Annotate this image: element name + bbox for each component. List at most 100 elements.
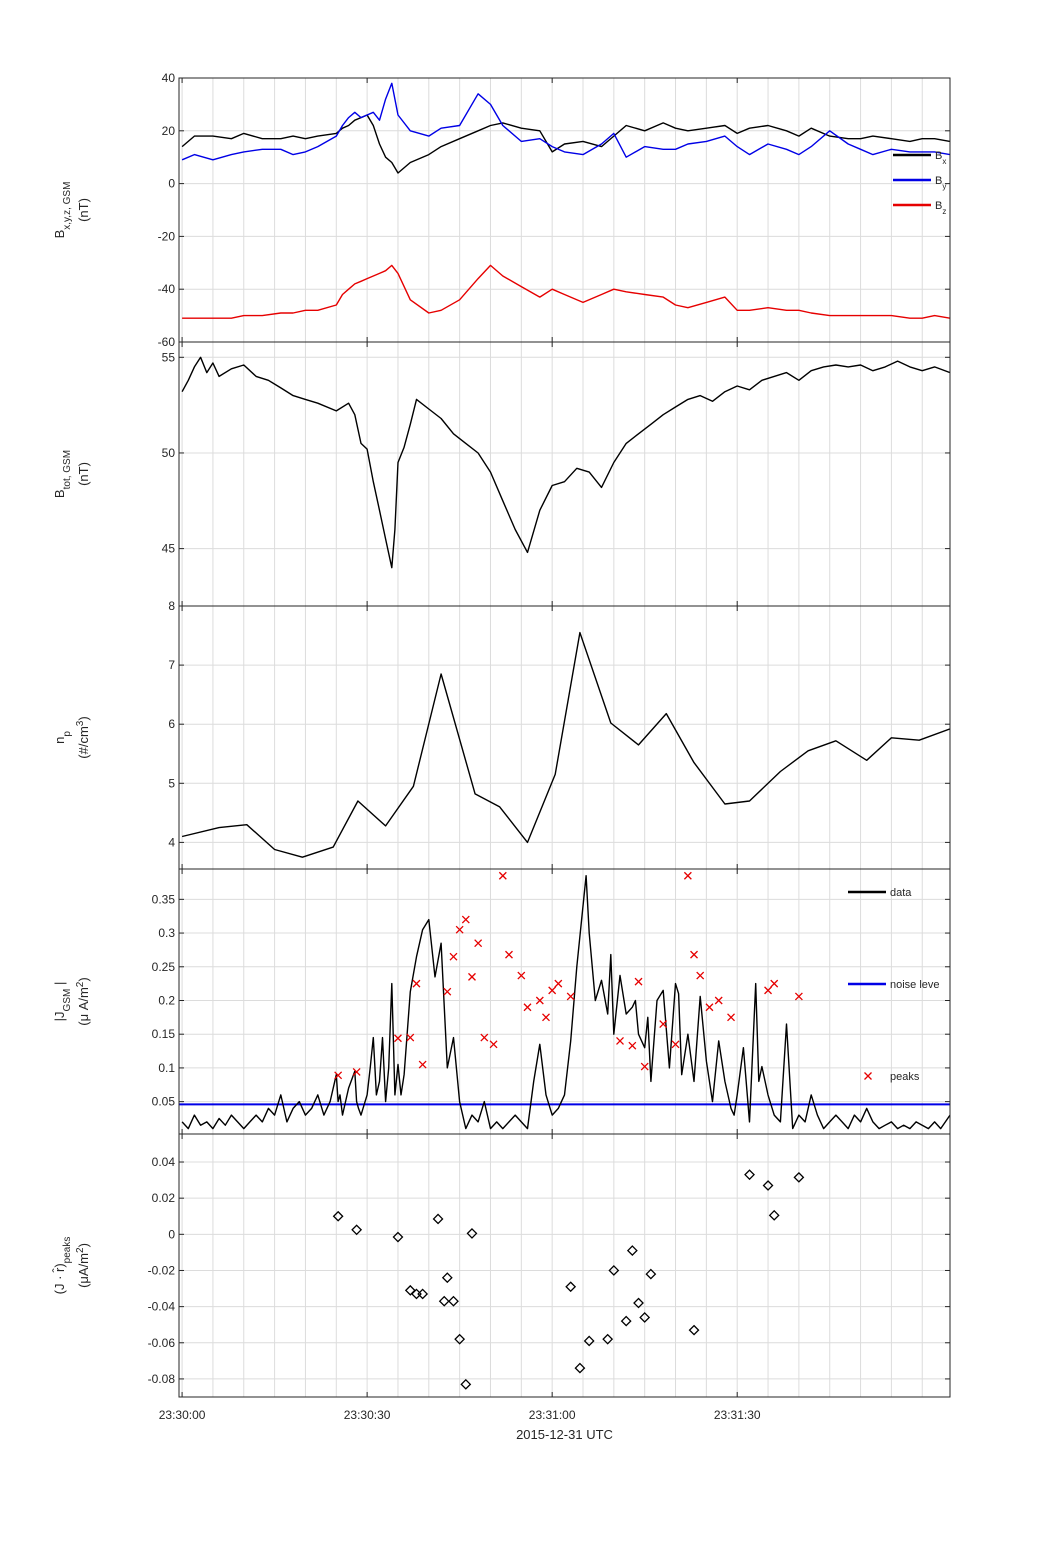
- data-point-marker: [744, 1169, 755, 1181]
- y-axis-label-sub: tot, GSM: [62, 450, 73, 489]
- y-tick-label: 0.02: [152, 1191, 176, 1205]
- peak-marker: [412, 979, 421, 988]
- y-axis-unit-main: (#/cm: [76, 726, 91, 759]
- data-point-marker: [608, 1265, 620, 1276]
- data-point-marker: [404, 1284, 416, 1296]
- legend-label-main: B: [935, 150, 942, 162]
- peak-marker: [394, 1034, 402, 1043]
- y-tick-label: 0.05: [152, 1095, 176, 1109]
- y-axis-label: Btot, GSM: [52, 450, 73, 498]
- y-tick-label: 0.35: [152, 892, 176, 906]
- series-line-1: [181, 114, 950, 174]
- x-tick-label: 23:30:00: [159, 1408, 206, 1422]
- y-axis-unit-sup: 3: [75, 720, 86, 726]
- y-axis-unit: (#/cm3): [75, 716, 92, 758]
- y-tick-label: 6: [168, 717, 175, 731]
- peak-marker: [628, 1041, 637, 1050]
- y-axis-unit-end: ): [76, 716, 91, 720]
- data-point-marker: [438, 1295, 450, 1307]
- data-point-marker: [351, 1224, 363, 1236]
- peak-marker: [517, 971, 526, 980]
- y-tick-label: 7: [168, 658, 175, 672]
- series-line-1: [181, 356, 950, 569]
- y-axis-unit: (nT): [76, 198, 91, 222]
- peak-marker: [505, 950, 513, 959]
- y-tick-label: 5: [168, 776, 175, 790]
- panel-4: 0.350.30.250.20.150.10.05|JGSM |(μ A/m2)…: [52, 868, 951, 1135]
- peak-marker: [480, 1033, 489, 1042]
- y-tick-label: 0.1: [158, 1061, 175, 1075]
- y-axis-unit: (nT): [76, 462, 91, 486]
- y-axis-label-sub: GSM: [62, 989, 73, 1012]
- y-tick-label: -60: [158, 335, 176, 349]
- x-tick-label: 23:30:30: [344, 1408, 391, 1422]
- series-line-3: [182, 264, 950, 319]
- plot-area: [181, 631, 950, 858]
- y-tick-label: 0.04: [152, 1155, 176, 1169]
- x-tick-label: 23:31:00: [529, 1408, 576, 1422]
- y-axis-label-main: B: [52, 230, 67, 239]
- y-axis-label-end: |: [52, 982, 67, 989]
- data-point-marker: [793, 1171, 805, 1183]
- data-point-marker: [332, 1210, 344, 1222]
- legend-label: Bx: [935, 150, 946, 166]
- y-axis-unit-main: (μ A/m: [76, 987, 91, 1026]
- y-tick-label: 0: [168, 177, 175, 191]
- peak-marker: [455, 925, 464, 934]
- peak-marker: [659, 1020, 668, 1029]
- legend-label-data: data: [890, 887, 912, 899]
- y-tick-label: 0.25: [152, 960, 176, 974]
- peak-marker: [498, 871, 507, 880]
- peak-marker: [616, 1036, 624, 1045]
- peak-marker: [474, 939, 483, 948]
- peak-marker: [696, 971, 705, 980]
- peak-marker: [727, 1013, 735, 1022]
- y-tick-label: 8: [168, 599, 175, 613]
- legend-label-main: B: [935, 175, 942, 187]
- legend-label-sub: z: [942, 207, 946, 216]
- y-tick-label: 0.2: [158, 993, 175, 1007]
- data-point-marker: [639, 1312, 651, 1323]
- data-point-marker: [620, 1315, 632, 1327]
- peak-marker: [489, 1040, 498, 1049]
- y-tick-label: -0.08: [148, 1372, 176, 1386]
- y-tick-label: 40: [162, 71, 176, 85]
- y-axis-unit-main: (nT): [76, 462, 91, 486]
- y-tick-label: 55: [162, 350, 176, 364]
- data-point-marker: [688, 1324, 700, 1336]
- peak-marker: [352, 1068, 361, 1076]
- y-axis-label: |JGSM |: [52, 982, 73, 1022]
- y-axis-label-main: B: [52, 489, 67, 498]
- y-axis-label: Bx,y,z, GSM: [52, 182, 73, 239]
- y-axis-label-main: n: [52, 737, 67, 744]
- data-point-marker: [602, 1333, 614, 1345]
- plot-area: [181, 356, 950, 569]
- data-point-marker: [392, 1231, 404, 1243]
- y-tick-label: 0: [168, 1227, 175, 1241]
- data-point-marker: [574, 1362, 586, 1374]
- data-point-marker: [441, 1272, 453, 1284]
- x-tick-label: 23:31:30: [714, 1408, 761, 1422]
- y-axis-unit-main: (nT): [76, 198, 91, 222]
- axes-box: [178, 1133, 951, 1398]
- y-tick-label: -40: [158, 282, 176, 296]
- plot-area: [332, 1169, 805, 1390]
- peak-marker: [468, 972, 476, 981]
- data-point-marker: [454, 1333, 466, 1345]
- y-tick-label: -0.02: [148, 1263, 176, 1277]
- data-point-marker: [432, 1213, 444, 1225]
- y-axis-unit: (μA/m2): [75, 1243, 92, 1288]
- peak-marker: [554, 979, 563, 988]
- y-tick-label: 20: [162, 124, 176, 138]
- peak-marker: [714, 996, 723, 1005]
- y-axis-label: (J · r̂)peaks: [52, 1237, 73, 1295]
- peak-marker: [535, 996, 544, 1005]
- data-point-marker: [448, 1295, 459, 1307]
- peak-marker: [406, 1033, 415, 1042]
- peak-marker: [683, 871, 692, 880]
- y-axis-label-main: |J: [52, 1011, 67, 1021]
- legend-label-main: B: [935, 200, 942, 212]
